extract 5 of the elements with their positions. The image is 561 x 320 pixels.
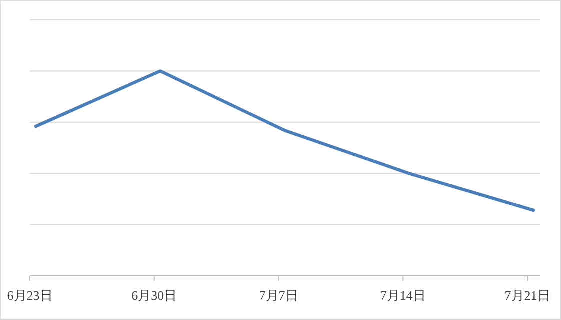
x-tick-label: 6月23日 [7,288,53,303]
x-tick-label: 7月21日 [504,288,550,303]
x-tick-label: 7月7日 [259,288,298,303]
x-tick-label: 6月30日 [132,288,178,303]
x-tick-label: 7月14日 [380,288,426,303]
